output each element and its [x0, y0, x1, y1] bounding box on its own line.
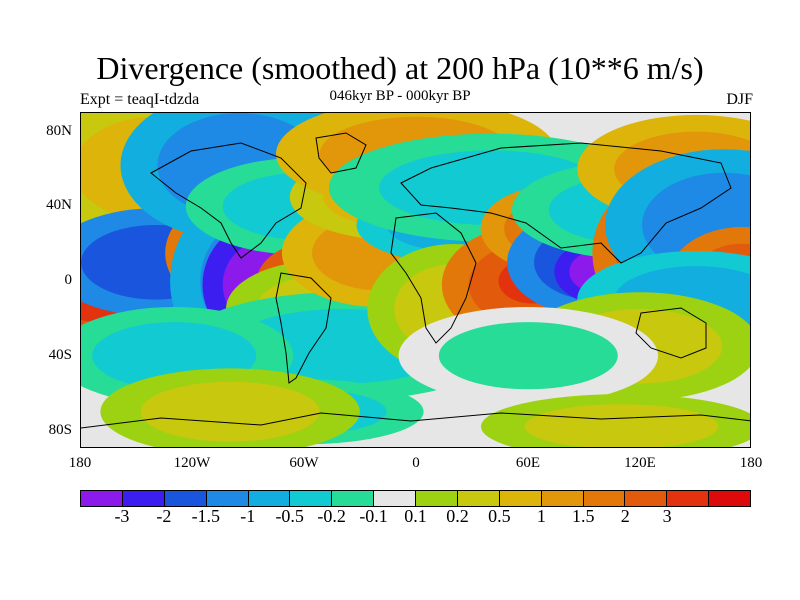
colorbar-label: 1 — [536, 506, 546, 526]
colorbar-swatch — [81, 491, 123, 506]
colorbar-swatch — [332, 491, 375, 506]
colorbar-label: 3 — [662, 506, 672, 526]
colorbar-swatch — [667, 491, 710, 506]
colorbar-swatch — [290, 491, 333, 506]
experiment-label: Expt = teaqI-tdzda — [80, 91, 200, 108]
contour-region — [524, 404, 719, 447]
colorbar-swatch — [248, 491, 291, 506]
colorbar-swatch — [122, 491, 165, 506]
colorbar-swatch — [416, 491, 458, 506]
colorbar-label: -2 — [156, 506, 172, 526]
colorbar — [80, 490, 751, 507]
contour-region — [438, 322, 618, 390]
plot-title: Divergence (smoothed) at 200 hPa (10**6 … — [96, 50, 704, 86]
lat-label-40n: 40N — [46, 197, 72, 213]
colorbar-swatch — [709, 491, 750, 506]
colorbar-label: -1.5 — [191, 506, 221, 526]
colorbar-swatch — [457, 491, 500, 506]
colorbar-swatch — [625, 491, 668, 506]
colorbar-label: 0.2 — [446, 506, 469, 526]
colorbar-label: -3 — [114, 506, 130, 526]
colorbar-label: -0.2 — [317, 506, 346, 526]
colorbar-swatch — [164, 491, 207, 506]
lon-label-120e: 120E — [624, 455, 656, 471]
lon-label-120w: 120W — [173, 455, 211, 471]
colorbar-swatch — [541, 491, 584, 506]
colorbar-swatch — [499, 491, 542, 506]
colorbar-swatch — [583, 491, 626, 506]
lat-label-40s: 40S — [48, 347, 72, 363]
lon-label-60e: 60E — [515, 455, 541, 471]
lat-label-80s: 80S — [48, 422, 72, 438]
lon-label-60w: 60W — [289, 455, 319, 471]
season-label: DJF — [726, 91, 753, 108]
lat-label-0: 0 — [64, 272, 73, 288]
period-label: 046kyr BP - 000kyr BP — [329, 88, 471, 104]
colorbar-label: 0.1 — [404, 506, 427, 526]
colorbar-swatch — [206, 491, 249, 506]
contour-region — [140, 381, 320, 442]
lon-label-0: 0 — [412, 455, 420, 471]
colorbar-label: 1.5 — [572, 506, 595, 526]
map-canvas — [81, 113, 750, 447]
map-panel — [80, 112, 751, 448]
lat-label-80n: 80N — [46, 123, 72, 139]
lon-label-180e: 180 — [739, 455, 763, 471]
colorbar-label: 0.5 — [488, 506, 511, 526]
colorbar-label: -0.5 — [275, 506, 304, 526]
coastlines — [81, 132, 750, 429]
colorbar-label: 2 — [620, 506, 630, 526]
colorbar-swatch — [374, 491, 416, 506]
colorbar-label: -1 — [240, 506, 256, 526]
lon-label-180w: 180 — [68, 455, 92, 471]
colorbar-label: -0.1 — [359, 506, 388, 526]
